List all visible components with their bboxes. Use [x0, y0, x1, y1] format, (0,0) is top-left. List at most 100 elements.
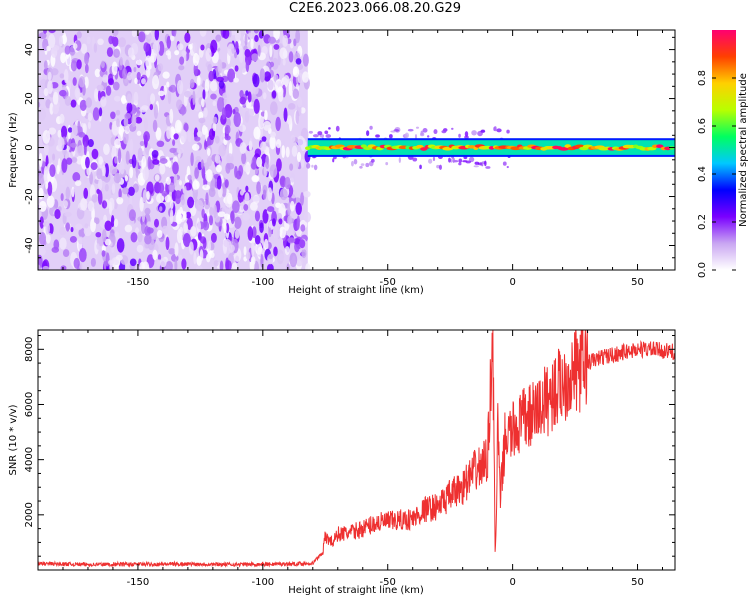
noise-blob	[245, 59, 250, 73]
noise-blob	[279, 226, 287, 239]
noise-blob	[156, 140, 165, 148]
noise-blob	[270, 131, 277, 138]
noise-blob	[151, 150, 159, 158]
noise-blob	[161, 225, 169, 234]
noise-blob	[131, 154, 137, 169]
noise-blob	[165, 261, 173, 270]
noise-blob	[115, 254, 123, 261]
noise-blob	[126, 102, 133, 114]
noise-blob	[215, 164, 222, 173]
noise-blob	[266, 263, 274, 270]
noise-blob	[183, 122, 189, 132]
noise-blob	[215, 34, 222, 42]
scatter-blob	[390, 130, 397, 133]
noise-blob	[111, 61, 118, 76]
noise-blob	[192, 42, 198, 53]
noise-blob	[59, 113, 65, 124]
noise-blob	[269, 101, 278, 116]
noise-blob	[113, 218, 119, 228]
noise-blob	[252, 176, 259, 182]
noise-blob	[218, 144, 226, 157]
noise-blob	[208, 70, 215, 82]
signal-core	[656, 144, 664, 149]
scatter-blob	[306, 162, 311, 169]
noise-blob	[221, 107, 226, 120]
noise-blob	[301, 71, 309, 83]
noise-blob	[72, 43, 78, 50]
noise-blob	[143, 131, 150, 143]
noise-blob	[239, 189, 244, 196]
noise-blob	[249, 201, 258, 211]
noise-blob	[100, 175, 107, 181]
noise-blob	[59, 73, 65, 79]
noise-blob	[300, 224, 306, 232]
noise-blob	[113, 172, 122, 184]
scatter-blob	[451, 127, 454, 130]
scatter-blob	[484, 160, 487, 167]
noise-blob	[264, 110, 268, 121]
noise-blob	[259, 116, 264, 129]
noise-blob	[113, 95, 121, 102]
noise-blob	[93, 43, 98, 53]
noise-blob	[73, 257, 80, 269]
noise-blob	[268, 36, 276, 44]
noise-blob	[142, 189, 148, 203]
noise-blob	[80, 197, 88, 211]
noise-blob	[93, 217, 98, 224]
noise-blob	[303, 190, 311, 198]
noise-blob	[273, 225, 281, 239]
scatter-blob	[371, 158, 375, 163]
noise-blob	[168, 248, 176, 255]
noise-blob	[130, 232, 138, 243]
noise-blob	[284, 176, 291, 190]
noise-blob	[154, 218, 159, 228]
noise-blob	[38, 108, 46, 121]
noise-blob	[39, 247, 46, 256]
noise-blob	[287, 103, 296, 110]
noise-blob	[84, 63, 89, 74]
noise-blob	[85, 52, 89, 62]
noise-blob	[295, 110, 300, 125]
scatter-blob	[448, 157, 451, 163]
noise-blob	[157, 254, 162, 261]
noise-blob	[194, 167, 199, 179]
scatter-blob	[414, 134, 418, 140]
noise-blob	[221, 206, 229, 213]
noise-blob	[239, 142, 247, 154]
noise-blob	[176, 99, 183, 110]
noise-blob	[65, 53, 72, 67]
noise-blob	[204, 140, 208, 150]
noise-blob	[186, 217, 193, 230]
noise-blob	[251, 241, 255, 257]
noise-blob	[226, 194, 233, 205]
spectrogram-panel: -150 -100 -50 0 50 -40 -20 0 20 40 Height of str…	[8, 29, 676, 296]
noise-blob	[64, 95, 72, 106]
noise-blob	[65, 157, 73, 165]
noise-blob	[198, 117, 206, 124]
noise-blob	[225, 257, 230, 270]
noise-blob	[223, 239, 232, 248]
noise-blob	[76, 59, 82, 70]
noise-blob	[152, 40, 161, 54]
noise-blob	[267, 206, 275, 213]
noise-blob	[205, 47, 212, 62]
noise-blob	[159, 258, 167, 268]
noise-blob	[210, 232, 217, 243]
noise-blob	[47, 71, 52, 81]
noise-blob	[210, 251, 215, 259]
noise-blob	[212, 100, 217, 107]
noise-blob	[282, 58, 286, 66]
noise-blob	[98, 107, 103, 117]
snr-panel: -150 -100 -50 0 50 2000 4000 6000 8000 Height o…	[8, 329, 676, 596]
noise-blob	[243, 164, 251, 173]
noise-blob	[212, 122, 217, 132]
noise-blob	[122, 187, 129, 195]
noise-blob	[206, 147, 211, 157]
noise-blob	[209, 80, 218, 92]
noise-blob	[278, 218, 283, 225]
scatter-blob	[375, 134, 380, 138]
noise-blob	[173, 173, 178, 187]
noise-blob	[60, 52, 67, 64]
noise-blob	[268, 253, 273, 260]
noise-blob	[208, 206, 214, 216]
